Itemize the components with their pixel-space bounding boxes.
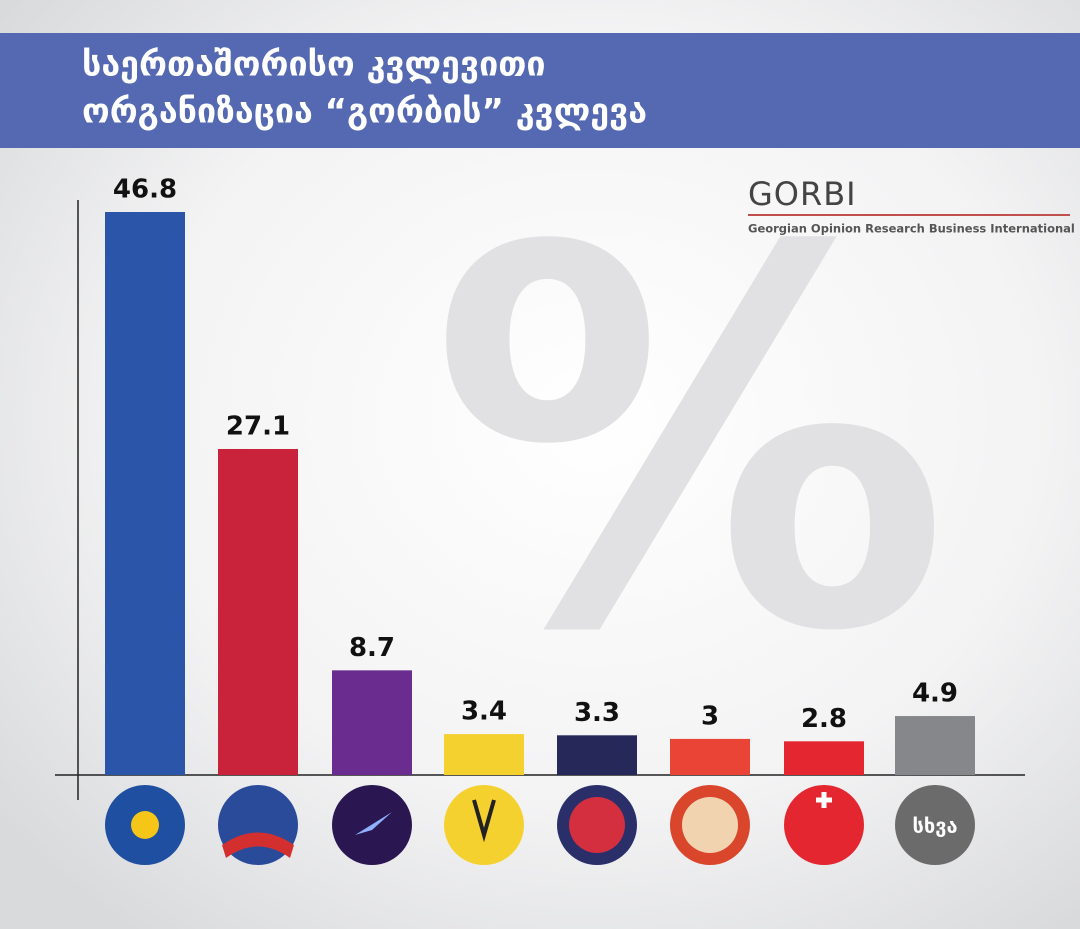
logo-circle [682, 797, 738, 853]
value-label: 46.8 [113, 175, 177, 205]
title-bar [0, 33, 1080, 148]
logo-subtitle: Georgian Opinion Research Business Inter… [748, 222, 1075, 236]
bar [557, 735, 637, 775]
bar [895, 716, 975, 775]
party-logos [105, 785, 975, 865]
value-label: 8.7 [349, 633, 395, 663]
bar [444, 734, 524, 775]
logo-circle [444, 785, 524, 865]
value-label: 2.8 [801, 704, 847, 734]
logo-shape [472, 799, 496, 843]
value-label: 27.1 [226, 411, 290, 441]
logo-shape [222, 832, 294, 858]
category-label: სხვა [912, 814, 957, 838]
value-label: 3 [701, 701, 719, 731]
value-label: 3.3 [574, 698, 620, 728]
bar [332, 670, 412, 775]
value-label: 4.9 [912, 679, 958, 709]
value-label: 3.4 [461, 697, 507, 727]
logo-circle [784, 785, 864, 865]
logo-circle [131, 811, 159, 839]
logo-name: GORBI [748, 175, 857, 213]
title-line: საერთაშორისო კვლევითი [82, 45, 546, 85]
logo-shape [816, 792, 832, 808]
logo-shape [355, 812, 392, 835]
bar [218, 448, 298, 775]
bar [784, 741, 864, 775]
logo-circle [569, 797, 625, 853]
title-line: ორგანიზაცია “გორბის” კვლევა [82, 92, 647, 132]
bar [670, 738, 750, 775]
bar [105, 212, 185, 775]
watermark: % [429, 139, 950, 745]
logo-circle [895, 785, 975, 865]
